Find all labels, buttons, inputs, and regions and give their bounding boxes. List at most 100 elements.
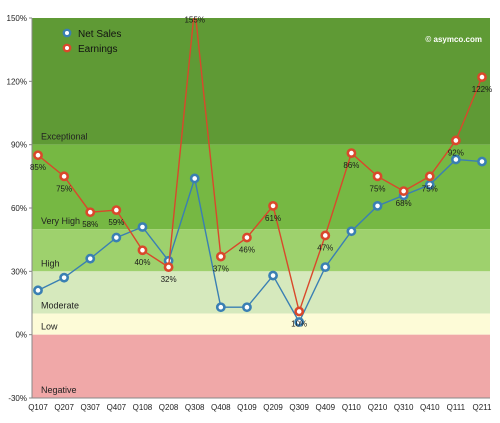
point-net-sales [372, 200, 383, 211]
band-negative [32, 334, 490, 398]
data-labels-layer: 85% 75% 58% 59% 40% 32% 155% 37% 46% 61% 10% 47% 86%… [30, 15, 492, 328]
legend-label-earnings: Earnings [78, 44, 117, 55]
point-earnings [242, 232, 252, 243]
point-net-sales [215, 302, 226, 313]
x-tick-label: Q408 [211, 403, 231, 412]
point-net-sales [33, 285, 43, 296]
band-label-low: Low [41, 322, 58, 332]
y-tick-label: 150% [7, 14, 27, 23]
data-label-earnings: 40% [134, 258, 150, 267]
data-label-earnings: 32% [161, 275, 177, 284]
band-exceptional [32, 18, 490, 145]
point-earnings [163, 262, 174, 273]
point-net-sales [242, 302, 252, 313]
point-earnings [320, 230, 331, 241]
data-label-earnings: 85% [30, 163, 46, 172]
band-very-high [32, 144, 490, 230]
point-net-sales [320, 262, 331, 273]
y-tick-label: 120% [7, 77, 27, 86]
band-label-high: High [41, 258, 60, 268]
x-tick-label: Q309 [289, 403, 309, 412]
x-tick-label: Q110 [342, 403, 362, 412]
point-net-sales [450, 154, 461, 165]
x-tick-label: Q410 [420, 403, 440, 412]
data-label-earnings: 68% [396, 199, 412, 208]
point-earnings [372, 171, 383, 182]
band-low [32, 313, 490, 335]
data-label-earnings: 61% [265, 214, 281, 223]
point-net-sales [189, 173, 200, 184]
y-axis: 150% 120% 90% 60% 30% 0% -30% [7, 14, 33, 403]
x-tick-label: Q208 [159, 403, 179, 412]
data-label-earnings: 122% [472, 85, 492, 94]
legend-marker-net-sales [62, 28, 72, 38]
data-label-earnings: 37% [213, 265, 229, 274]
x-tick-label: Q407 [107, 403, 127, 412]
data-label-earnings: 75% [56, 184, 72, 193]
x-tick-label: Q107 [28, 403, 48, 412]
point-earnings [294, 306, 305, 317]
point-earnings [268, 200, 278, 211]
band-label-negative: Negative [41, 385, 77, 395]
point-earnings [111, 205, 122, 216]
point-net-sales [137, 222, 148, 232]
bands-layer: Exceptional Very High High Moderate Low Negat… [32, 18, 490, 398]
point-earnings [215, 251, 226, 262]
point-earnings [346, 148, 357, 159]
series-net-sales [33, 154, 487, 327]
point-net-sales [85, 253, 96, 264]
point-earnings [33, 150, 43, 161]
data-label-earnings: 47% [317, 243, 333, 252]
data-label-earnings: 86% [343, 161, 359, 170]
x-tick-label: Q109 [237, 403, 257, 412]
data-label-earnings: 92% [448, 148, 464, 157]
data-label-earnings: 58% [82, 220, 98, 229]
x-tick-label: Q108 [133, 403, 153, 412]
x-tick-label: Q209 [263, 403, 283, 412]
x-tick-label: Q111 [447, 403, 466, 412]
legend-label-net-sales: Net Sales [78, 29, 121, 40]
y-tick-label: 0% [15, 331, 27, 340]
data-label-earnings: 75% [370, 184, 386, 193]
point-earnings [450, 135, 461, 146]
x-tick-label: Q307 [80, 403, 100, 412]
band-moderate [32, 271, 490, 314]
point-net-sales [111, 232, 122, 243]
data-label-earnings: 59% [108, 218, 124, 227]
series-earnings [33, 4, 487, 317]
x-tick-label: Q308 [185, 403, 205, 412]
x-tick-label: Q211 [473, 403, 493, 412]
band-label-exceptional: Exceptional [41, 132, 88, 142]
data-label-earnings: 75% [422, 184, 438, 193]
point-net-sales [268, 270, 278, 281]
point-earnings [85, 207, 96, 218]
band-label-very-high: Very High [41, 216, 80, 226]
x-tick-label: Q207 [54, 403, 74, 412]
legend-marker-earnings [62, 43, 72, 53]
point-net-sales [477, 156, 487, 167]
data-label-earnings: 46% [239, 246, 255, 255]
x-axis: Q107 Q207 Q307 Q407 Q108 Q208 Q308 Q408 Q109 Q209… [28, 397, 493, 412]
series-layer [33, 4, 487, 327]
data-label-earnings: 10% [291, 319, 307, 328]
point-net-sales [59, 272, 70, 283]
x-tick-label: Q409 [316, 403, 336, 412]
band-high [32, 229, 490, 272]
y-tick-label: -30% [8, 394, 27, 403]
y-tick-label: 30% [11, 267, 27, 276]
point-earnings [424, 171, 435, 182]
point-net-sales [294, 317, 305, 327]
point-earnings [137, 245, 148, 256]
watermark: © asymco.com [425, 35, 482, 44]
y-tick-label: 90% [11, 141, 27, 150]
data-label-earnings: 155% [184, 15, 204, 24]
legend: Net Sales Earnings [62, 28, 121, 55]
y-tick-label: 60% [11, 204, 27, 213]
point-net-sales [346, 226, 357, 237]
x-tick-label: Q210 [368, 403, 388, 412]
x-tick-label: Q310 [394, 403, 414, 412]
band-label-moderate: Moderate [41, 301, 79, 311]
point-earnings [191, 4, 198, 11]
point-earnings [59, 171, 70, 182]
